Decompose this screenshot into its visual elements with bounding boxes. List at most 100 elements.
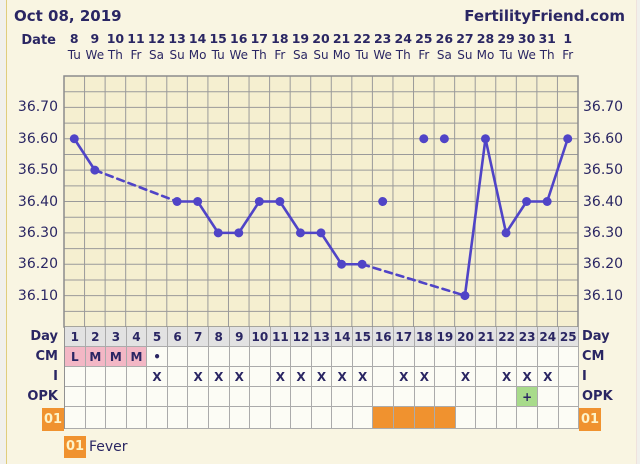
table-cell-cm-day18[interactable] — [414, 347, 436, 367]
table-cell-opk-day7[interactable] — [188, 387, 209, 407]
table-cell-i-day3[interactable] — [106, 367, 127, 387]
table-cell-cm-day20[interactable] — [455, 347, 477, 367]
table-cell-fever-day6[interactable] — [167, 407, 189, 429]
table-cell-opk-day6[interactable] — [167, 387, 189, 407]
table-cell-i-day15[interactable]: X — [352, 367, 374, 387]
table-cell-fever-day8[interactable] — [208, 407, 230, 429]
table-cell-opk-day21[interactable] — [476, 387, 497, 407]
table-cell-i-day16[interactable] — [373, 367, 394, 387]
table-cell-opk-day16[interactable] — [373, 387, 394, 407]
table-cell-i-day20[interactable]: X — [455, 367, 477, 387]
table-cell-fever-day21[interactable] — [476, 407, 497, 429]
table-cell-fever-day25[interactable] — [558, 407, 580, 429]
table-cell-cm-day24[interactable] — [537, 347, 559, 367]
table-cell-cm-day22[interactable] — [496, 347, 518, 367]
table-cell-cm-day6[interactable] — [167, 347, 189, 367]
table-cell-fever-day24[interactable] — [537, 407, 559, 429]
table-cell-opk-day17[interactable] — [394, 387, 415, 407]
table-cell-opk-day3[interactable] — [106, 387, 127, 407]
table-cell-i-day25[interactable] — [558, 367, 580, 387]
table-cell-day-day23[interactable]: 23 — [517, 327, 538, 347]
table-cell-opk-day24[interactable] — [537, 387, 559, 407]
table-cell-fever-day9[interactable] — [229, 407, 251, 429]
table-cell-day-day16[interactable]: 16 — [373, 327, 394, 347]
table-cell-fever-day14[interactable] — [332, 407, 353, 429]
table-cell-day-day14[interactable]: 14 — [332, 327, 353, 347]
table-cell-cm-day13[interactable] — [311, 347, 333, 367]
table-cell-fever-day12[interactable] — [291, 407, 312, 429]
table-cell-fever-day17[interactable] — [394, 407, 415, 429]
table-cell-day-day20[interactable]: 20 — [455, 327, 477, 347]
table-cell-fever-day7[interactable] — [188, 407, 209, 429]
table-cell-opk-day11[interactable] — [270, 387, 292, 407]
table-cell-fever-day3[interactable] — [106, 407, 127, 429]
table-cell-day-day17[interactable]: 17 — [394, 327, 415, 347]
table-cell-opk-day4[interactable] — [126, 387, 148, 407]
table-cell-i-day17[interactable]: X — [394, 367, 415, 387]
table-cell-cm-day15[interactable] — [352, 347, 374, 367]
table-cell-opk-day1[interactable] — [65, 387, 86, 407]
fertilityfriend-brand-link[interactable]: FertilityFriend.com — [464, 7, 625, 25]
table-cell-cm-day19[interactable] — [435, 347, 456, 367]
table-cell-fever-day18[interactable] — [414, 407, 436, 429]
table-cell-opk-day5[interactable] — [147, 387, 168, 407]
table-cell-day-day12[interactable]: 12 — [291, 327, 312, 347]
table-cell-cm-day17[interactable] — [394, 347, 415, 367]
table-cell-i-day18[interactable]: X — [414, 367, 436, 387]
table-cell-opk-day15[interactable] — [352, 387, 374, 407]
table-cell-opk-day12[interactable] — [291, 387, 312, 407]
table-cell-fever-day5[interactable] — [147, 407, 168, 429]
table-cell-i-day6[interactable] — [167, 367, 189, 387]
table-cell-i-day22[interactable]: X — [496, 367, 518, 387]
table-cell-day-day2[interactable]: 2 — [85, 327, 107, 347]
table-cell-fever-day1[interactable] — [65, 407, 86, 429]
table-cell-i-day1[interactable] — [65, 367, 86, 387]
table-cell-cm-day25[interactable] — [558, 347, 580, 367]
table-cell-opk-day10[interactable] — [250, 387, 271, 407]
table-cell-day-day1[interactable]: 1 — [65, 327, 86, 347]
table-cell-cm-day8[interactable] — [208, 347, 230, 367]
table-cell-fever-day2[interactable] — [85, 407, 107, 429]
table-cell-i-day19[interactable] — [435, 367, 456, 387]
table-cell-cm-day7[interactable] — [188, 347, 209, 367]
table-cell-day-day19[interactable]: 19 — [435, 327, 456, 347]
table-cell-opk-day23[interactable]: + — [517, 387, 538, 407]
table-cell-cm-day10[interactable] — [250, 347, 271, 367]
table-cell-fever-day19[interactable] — [435, 407, 456, 429]
table-cell-fever-day11[interactable] — [270, 407, 292, 429]
table-cell-day-day11[interactable]: 11 — [270, 327, 292, 347]
table-cell-fever-day13[interactable] — [311, 407, 333, 429]
table-cell-cm-day3[interactable]: M — [106, 347, 127, 367]
table-cell-cm-day5[interactable]: • — [147, 347, 168, 367]
table-cell-day-day24[interactable]: 24 — [537, 327, 559, 347]
table-cell-opk-day19[interactable] — [435, 387, 456, 407]
table-cell-cm-day12[interactable] — [291, 347, 312, 367]
table-cell-i-day4[interactable] — [126, 367, 148, 387]
table-cell-cm-day21[interactable] — [476, 347, 497, 367]
table-cell-day-day3[interactable]: 3 — [106, 327, 127, 347]
table-cell-i-day23[interactable]: X — [517, 367, 538, 387]
table-cell-day-day21[interactable]: 21 — [476, 327, 497, 347]
table-cell-fever-day16[interactable] — [373, 407, 394, 429]
table-cell-fever-day15[interactable] — [352, 407, 374, 429]
table-cell-i-day13[interactable]: X — [311, 367, 333, 387]
table-cell-fever-day20[interactable] — [455, 407, 477, 429]
table-cell-fever-day23[interactable] — [517, 407, 538, 429]
table-cell-cm-day1[interactable]: L — [65, 347, 86, 367]
table-cell-day-day18[interactable]: 18 — [414, 327, 436, 347]
table-cell-opk-day25[interactable] — [558, 387, 580, 407]
table-cell-opk-day2[interactable] — [85, 387, 107, 407]
table-cell-cm-day14[interactable] — [332, 347, 353, 367]
table-cell-cm-day2[interactable]: M — [85, 347, 107, 367]
table-cell-day-day22[interactable]: 22 — [496, 327, 518, 347]
table-cell-opk-day13[interactable] — [311, 387, 333, 407]
table-cell-i-day14[interactable]: X — [332, 367, 353, 387]
table-cell-opk-day14[interactable] — [332, 387, 353, 407]
table-cell-i-day7[interactable]: X — [188, 367, 209, 387]
table-cell-opk-day22[interactable] — [496, 387, 518, 407]
table-cell-day-day8[interactable]: 8 — [208, 327, 230, 347]
table-cell-i-day12[interactable]: X — [291, 367, 312, 387]
table-cell-day-day10[interactable]: 10 — [250, 327, 271, 347]
table-cell-fever-day10[interactable] — [250, 407, 271, 429]
table-cell-fever-day4[interactable] — [126, 407, 148, 429]
